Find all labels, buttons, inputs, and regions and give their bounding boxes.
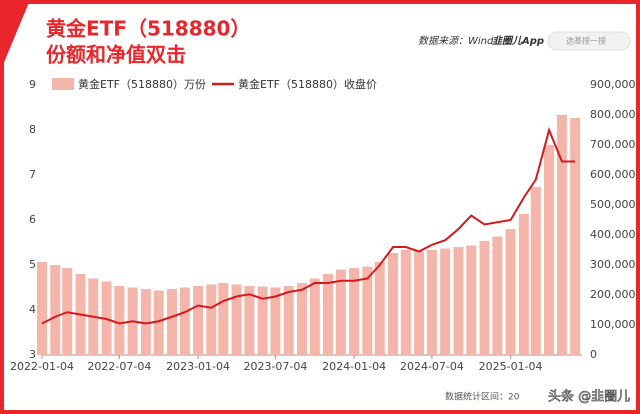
bar [166, 289, 177, 355]
bar [257, 286, 268, 355]
bar [153, 290, 164, 355]
bar [414, 251, 425, 355]
y2-tick-label: 600,000 [590, 168, 636, 181]
source: 数据来源：Wind [418, 35, 494, 47]
y2-tick-label: 100,000 [590, 318, 636, 331]
bar [505, 229, 516, 355]
y2-tick-label: 300,000 [590, 258, 636, 271]
bar [244, 286, 255, 355]
bar [218, 283, 229, 355]
y-tick-label: 4 [29, 303, 36, 316]
bar [518, 214, 529, 355]
bar [179, 287, 190, 355]
x-tick-label: 2023-01-04 [166, 360, 230, 373]
y-tick-label: 3 [29, 348, 36, 361]
legend-label: 黄金ETF（518880）万份 [78, 77, 206, 91]
x-tick-label: 2022-07-04 [87, 360, 151, 373]
bar [426, 250, 437, 355]
y2-tick-label: 0 [590, 348, 597, 361]
bar [400, 250, 411, 355]
y-tick-label: 8 [29, 123, 36, 136]
bar [335, 269, 346, 355]
chart-subtitle: 份额和净值双击 [46, 43, 186, 67]
y2-tick-label: 200,000 [590, 288, 636, 301]
x-tick-label: 2022-01-04 [10, 360, 74, 373]
footer: 数据统计区间：20 [445, 391, 520, 403]
y2-tick-label: 900,000 [590, 78, 636, 91]
bar [323, 274, 334, 355]
x-tick-label: 2023-07-04 [243, 360, 307, 373]
bar [206, 284, 217, 355]
legend-swatch [52, 78, 74, 90]
bar [556, 115, 567, 355]
x-tick-label: 2024-01-04 [322, 360, 386, 373]
bar [193, 286, 204, 355]
brand: 韭圈儿App [492, 35, 544, 47]
bar [231, 284, 242, 355]
line [41, 126, 576, 325]
bar [349, 268, 360, 355]
bar [544, 145, 555, 355]
bar [570, 118, 581, 355]
y2-tick-label: 800,000 [590, 108, 636, 121]
corner-mark [0, 0, 30, 72]
bar [309, 278, 320, 355]
bar [296, 283, 307, 355]
y2-tick-label: 500,000 [590, 198, 636, 211]
y2-tick-label: 700,000 [590, 138, 636, 151]
y2-tick-label: 400,000 [590, 228, 636, 241]
bar [440, 248, 451, 355]
y-tick-label: 6 [29, 213, 36, 226]
bar [453, 247, 464, 355]
x-tick-label: 2024-07-04 [400, 360, 464, 373]
bar [374, 262, 385, 355]
bar [114, 286, 125, 355]
legend-label: 黄金ETF（518880）收盘价 [238, 77, 377, 91]
y-tick-label: 9 [29, 78, 36, 91]
search-placeholder: 选基搜一搜 [566, 36, 606, 46]
y-tick-label: 5 [29, 258, 36, 271]
watermark: 头条 @韭圈儿 [548, 389, 630, 405]
chart-title: 黄金ETF（518880） [46, 17, 250, 41]
bar [479, 241, 490, 355]
bar [283, 286, 294, 355]
bar [50, 265, 61, 355]
bar [466, 245, 477, 355]
bar [388, 253, 399, 355]
x-tick-label: 2025-01-04 [479, 360, 543, 373]
bar [140, 289, 151, 355]
y-tick-label: 7 [29, 168, 36, 181]
bar [270, 287, 281, 355]
bar [37, 262, 47, 355]
bar [362, 266, 373, 355]
bar [492, 236, 503, 355]
bar [530, 187, 541, 355]
search-box[interactable] [547, 31, 631, 51]
